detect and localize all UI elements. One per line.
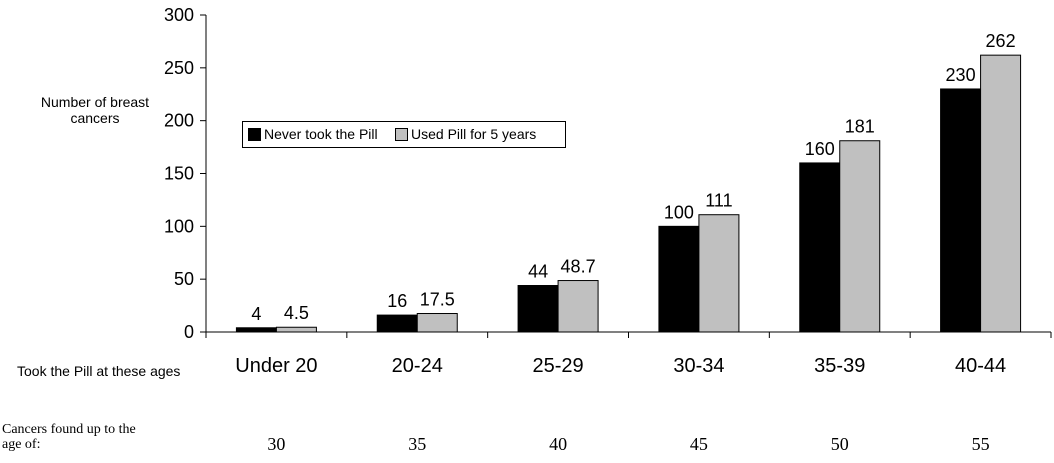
legend-label-used: Used Pill for 5 years <box>411 126 537 142</box>
cancers-found-age-value: 40 <box>549 434 567 454</box>
y-tick-label: 100 <box>164 216 194 236</box>
cancers-found-age-value: 35 <box>408 434 426 454</box>
y-axis-label: Number of breast cancers <box>40 94 150 126</box>
x-tick-label: Under 20 <box>235 355 317 377</box>
data-label: 44 <box>528 262 548 282</box>
bar-never-took-pill <box>658 225 700 333</box>
cancers-found-age-value: 30 <box>267 434 285 454</box>
data-label: 17.5 <box>420 290 455 310</box>
legend: Never took the Pill Used Pill for 5 year… <box>242 121 566 148</box>
x-tick-label: 30-34 <box>673 355 724 377</box>
bar-used-pill-5-years <box>980 54 1022 333</box>
bar-used-pill-5-years <box>839 140 881 333</box>
bar-never-took-pill <box>235 327 277 333</box>
data-label: 16 <box>387 291 407 311</box>
data-label: 262 <box>986 31 1016 51</box>
bar-used-pill-5-years <box>557 280 599 333</box>
bar-never-took-pill <box>799 162 841 333</box>
y-tick-label: 250 <box>164 58 194 78</box>
legend-swatch-never <box>248 127 261 141</box>
bar-used-pill-5-years <box>416 313 458 333</box>
legend-swatch-used <box>395 127 408 141</box>
legend-item-used: Used Pill for 5 years <box>395 125 536 143</box>
data-label: 111 <box>705 191 732 211</box>
data-label: 100 <box>664 202 694 222</box>
bar-never-took-pill <box>517 285 559 333</box>
y-tick-label: 300 <box>164 5 194 25</box>
cancers-found-age-value: 45 <box>690 434 708 454</box>
x-tick-label: 20-24 <box>392 355 443 377</box>
y-tick-label: 150 <box>164 164 194 184</box>
cancers-found-age-label: Cancers found up to the age of: <box>2 422 136 452</box>
x-axis-label: Took the Pill at these ages <box>17 363 181 379</box>
bar-used-pill-5-years <box>698 214 740 333</box>
bar-never-took-pill <box>940 88 982 333</box>
data-label: 48.7 <box>561 257 596 277</box>
cancers-found-age-value: 55 <box>972 434 990 454</box>
data-label: 230 <box>946 65 976 85</box>
x-tick-label: 35-39 <box>814 355 865 377</box>
x-tick-label: 40-44 <box>955 355 1006 377</box>
data-label: 181 <box>845 117 875 137</box>
y-tick-label: 0 <box>184 322 194 342</box>
y-tick-label: 50 <box>174 269 194 289</box>
bar-used-pill-5-years <box>275 326 317 333</box>
cancers-found-age-value: 50 <box>831 434 849 454</box>
y-tick-label: 200 <box>164 111 194 131</box>
data-label: 4 <box>251 304 261 324</box>
data-label: 4.5 <box>284 303 309 323</box>
legend-item-never: Never took the Pill <box>248 125 378 143</box>
bar-never-took-pill <box>376 314 418 333</box>
x-tick-label: 25-29 <box>533 355 584 377</box>
legend-label-never: Never took the Pill <box>264 126 378 142</box>
data-label: 160 <box>805 139 835 159</box>
